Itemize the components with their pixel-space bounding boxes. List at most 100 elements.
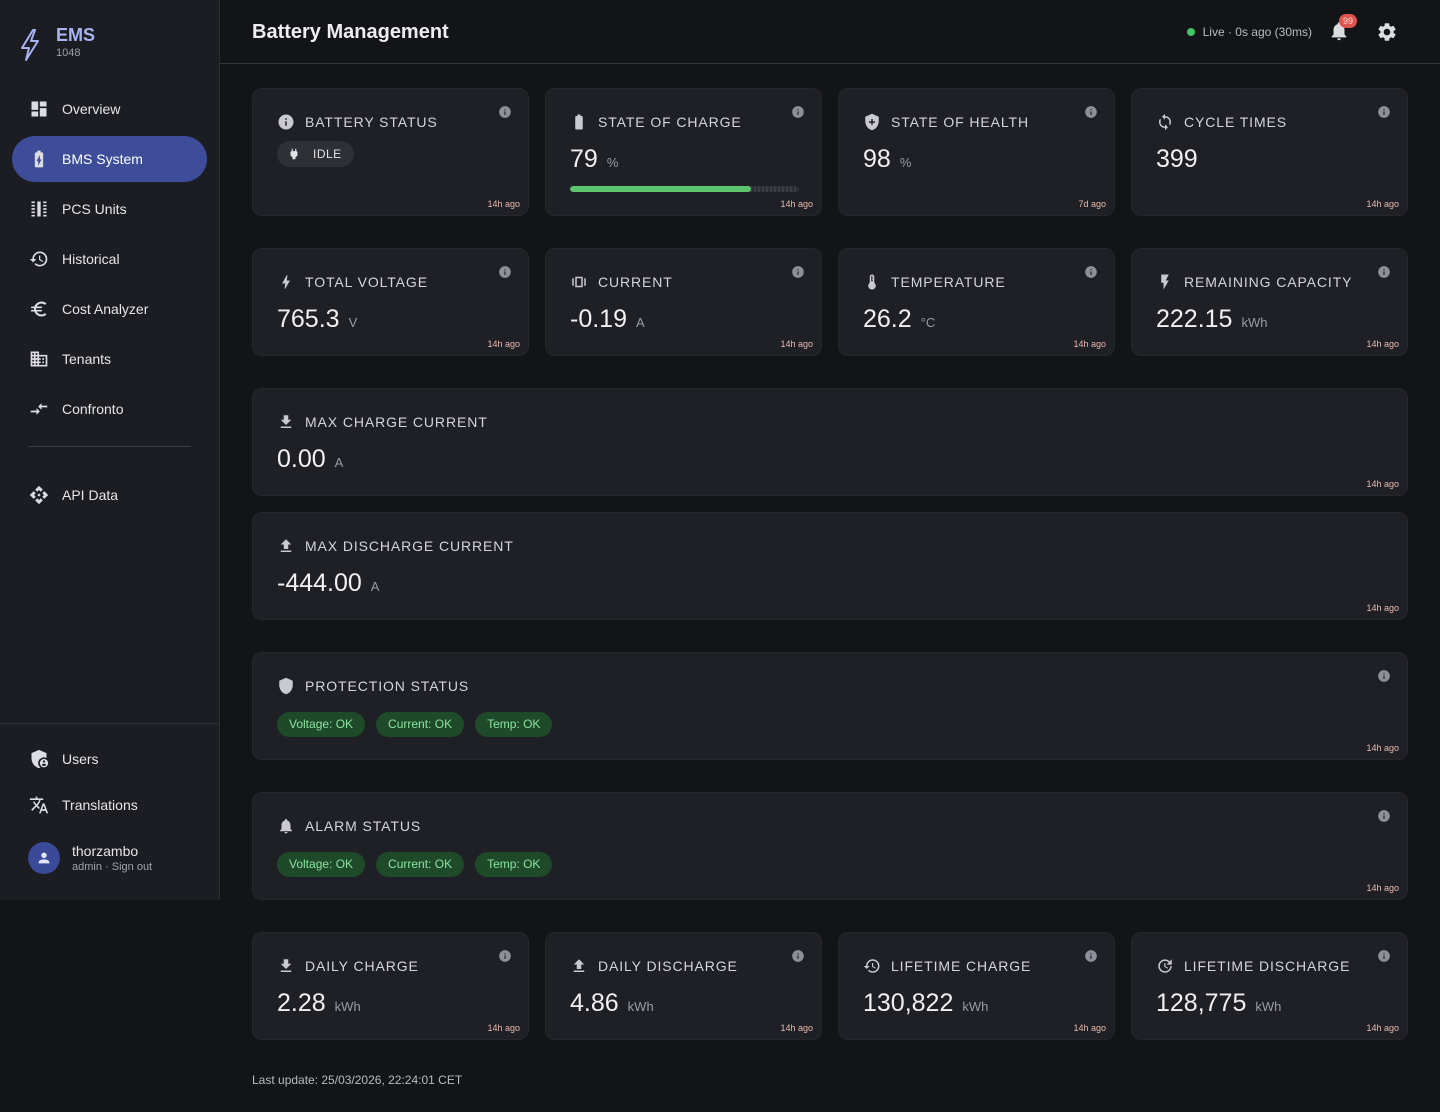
value-unit: A <box>635 315 645 330</box>
history-icon <box>863 957 881 975</box>
brand[interactable]: EMS 1048 <box>18 24 95 64</box>
nav-item-confronto[interactable]: Confronto <box>12 386 207 432</box>
nav-item-tenants[interactable]: Tenants <box>12 336 207 382</box>
card-label: Remaining Capacity <box>1184 274 1353 290</box>
euro-icon <box>29 299 49 319</box>
sign-out-link[interactable]: Sign out <box>111 860 153 873</box>
value-number: 128,775 <box>1156 989 1247 1017</box>
card-state-of-charge: State of Charge 79 % 14h ago <box>545 88 822 216</box>
user-shield-icon <box>29 749 49 769</box>
info-icon[interactable] <box>1377 669 1391 683</box>
nav-item-users[interactable]: Users <box>12 736 207 782</box>
nav-label: PCS Units <box>62 201 127 217</box>
info-icon[interactable] <box>498 949 512 963</box>
value-number: -444.00 <box>277 569 362 597</box>
info-icon[interactable] <box>1084 949 1098 963</box>
card-remaining-capacity: Remaining Capacity 222.15 kWh 14h ago <box>1131 248 1408 356</box>
bolt-icon <box>21 29 39 61</box>
card-header: Max Charge Current <box>277 413 488 431</box>
chip-current: Current: OK <box>376 712 465 737</box>
nav-item-pcs-units[interactable]: PCS Units <box>12 186 207 232</box>
nav-item-overview[interactable]: Overview <box>12 86 207 132</box>
card-header: State of Health <box>863 113 1029 131</box>
card-value: 128,775 kWh <box>1156 989 1281 1018</box>
card-header: Remaining Capacity <box>1156 273 1352 291</box>
card-header: Cycle Times <box>1156 113 1287 131</box>
info-icon[interactable] <box>1377 809 1391 823</box>
nav-item-bms-system[interactable]: BMS System <box>12 136 207 182</box>
info-icon[interactable] <box>1084 265 1098 279</box>
info-icon[interactable] <box>1377 265 1391 279</box>
card-daily-discharge: Daily Discharge 4.86 kWh 14h ago <box>545 932 822 1040</box>
info-icon[interactable] <box>1084 105 1098 119</box>
card-value: 399 <box>1156 145 1198 174</box>
brand-title: EMS <box>56 25 96 45</box>
gear-icon <box>1378 23 1396 41</box>
info-icon[interactable] <box>498 265 512 279</box>
notifications-button[interactable]: 99 <box>1328 14 1357 44</box>
user-separator: · <box>101 860 112 873</box>
card-label: Lifetime Charge <box>891 958 1032 974</box>
nav-label: API Data <box>62 487 119 503</box>
top-header: Battery Management Live · 0s ago (30ms) … <box>220 0 1440 64</box>
value-unit: kWh <box>334 999 361 1014</box>
card-label: Protection Status <box>305 678 470 694</box>
card-label: Alarm Status <box>305 818 422 834</box>
card-value: 222.15 kWh <box>1156 305 1267 334</box>
chip-temp: Temp: OK <box>475 852 553 877</box>
nav-item-translations[interactable]: Translations <box>12 782 207 828</box>
card-label: Cycle Times <box>1184 114 1287 130</box>
page-title: Battery Management <box>252 21 449 43</box>
battery-icon <box>29 149 49 169</box>
card-label: Battery Status <box>305 114 438 130</box>
nav-label: Cost Analyzer <box>62 301 149 317</box>
upload-icon <box>570 957 588 975</box>
card-value: 79 % <box>570 145 618 174</box>
card-alarm-status: Alarm Status Voltage: OK Current: OK Tem… <box>252 792 1408 900</box>
card-current: Current -0.19 A 14h ago <box>545 248 822 356</box>
update-icon <box>1156 957 1174 975</box>
flash-icon <box>1156 273 1174 291</box>
card-daily-charge: Daily Charge 2.28 kWh 14h ago <box>252 932 529 1040</box>
upload-icon <box>277 537 295 555</box>
last-update-text: Last update: 25/03/2026, 22:24:01 CET <box>252 1073 463 1087</box>
updated-ago: 14h ago <box>487 339 520 349</box>
nav-item-historical[interactable]: Historical <box>12 236 207 282</box>
info-icon[interactable] <box>791 949 805 963</box>
nav-item-api-data[interactable]: API Data <box>12 472 207 518</box>
current-icon <box>570 273 588 291</box>
main-nav: Overview BMS System PCS Units Historical… <box>12 86 207 436</box>
info-icon[interactable] <box>791 105 805 119</box>
info-icon[interactable] <box>791 265 805 279</box>
avatar[interactable] <box>28 842 60 874</box>
settings-button[interactable] <box>1376 21 1398 43</box>
shield-icon <box>277 677 295 695</box>
plug-icon <box>290 148 298 160</box>
info-icon[interactable] <box>1377 949 1391 963</box>
card-value: 98 % <box>863 145 911 174</box>
sidebar: EMS 1048 Overview BMS System PCS Units H… <box>0 0 220 900</box>
card-header: State of Charge <box>570 113 742 131</box>
card-label: Max Discharge Current <box>305 538 514 554</box>
nav-label: Users <box>62 751 99 767</box>
nav-item-cost-analyzer[interactable]: Cost Analyzer <box>12 286 207 332</box>
card-value: 26.2 °C <box>863 305 935 334</box>
card-max-charge-current: Max Charge Current 0.00 A 14h ago <box>252 388 1408 496</box>
card-value: 130,822 kWh <box>863 989 988 1018</box>
updated-ago: 14h ago <box>1366 743 1399 753</box>
value-number: 98 <box>863 145 891 173</box>
card-value: -444.00 A <box>277 569 379 598</box>
card-label: Daily Charge <box>305 958 419 974</box>
card-label: Current <box>598 274 673 290</box>
card-value: 765.3 V <box>277 305 357 334</box>
card-label: Temperature <box>891 274 1006 290</box>
info-icon[interactable] <box>1377 105 1391 119</box>
api-icon <box>29 485 49 505</box>
card-value: 0.00 A <box>277 445 343 474</box>
value-number: -0.19 <box>570 305 627 333</box>
card-lifetime-charge: Lifetime Charge 130,822 kWh 14h ago <box>838 932 1115 1040</box>
value-unit: % <box>899 155 912 170</box>
info-icon[interactable] <box>498 105 512 119</box>
value-unit: A <box>370 579 380 594</box>
updated-ago: 14h ago <box>1366 199 1399 209</box>
